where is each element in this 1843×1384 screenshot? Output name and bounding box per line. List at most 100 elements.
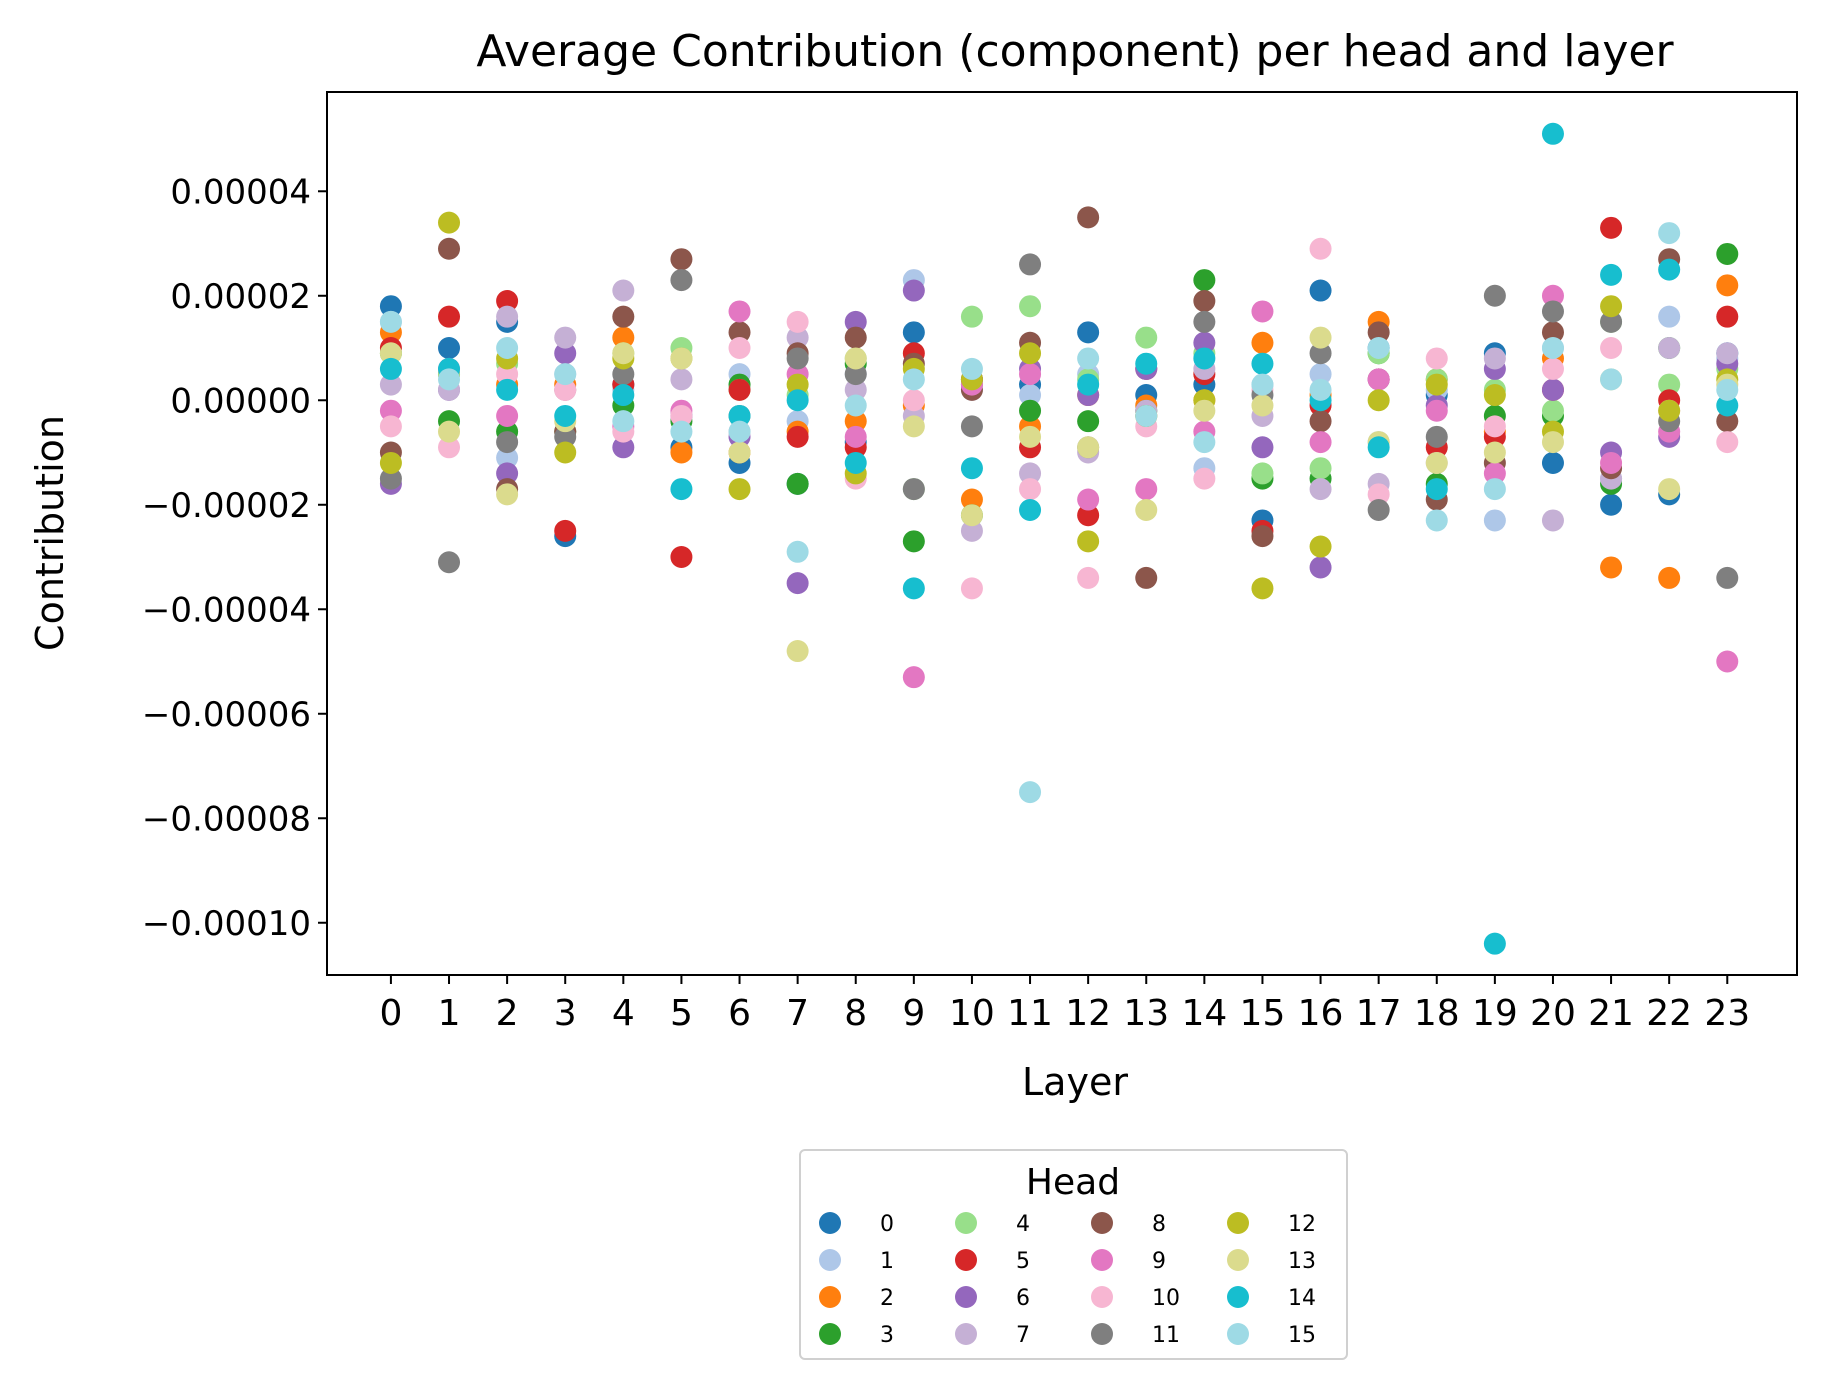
data-point-head-10-layer-21 xyxy=(1600,337,1623,360)
legend-marker xyxy=(955,1212,977,1234)
data-point-head-6-layer-2 xyxy=(496,462,519,485)
data-point-head-11-layer-23 xyxy=(1716,566,1739,589)
data-point-head-6-layer-20 xyxy=(1541,378,1564,401)
data-point-head-12-layer-18 xyxy=(1425,373,1448,396)
y-tick-label: −0.00002 xyxy=(142,486,311,526)
data-point-head-15-layer-10 xyxy=(960,357,983,380)
legend-item-head-3: 3 xyxy=(819,1323,894,1348)
data-point-head-13-layer-13 xyxy=(1135,498,1158,521)
data-point-head-15-layer-8 xyxy=(844,394,867,417)
data-point-head-11-layer-16 xyxy=(1309,342,1332,365)
data-point-head-12-layer-0 xyxy=(379,451,402,474)
data-point-head-5-layer-23 xyxy=(1716,305,1739,328)
data-point-head-3-layer-9 xyxy=(902,530,925,553)
data-point-head-11-layer-0 xyxy=(379,467,402,490)
data-point-head-13-layer-9 xyxy=(902,415,925,438)
data-point-head-7-layer-20 xyxy=(1541,509,1564,532)
data-point-head-2-layer-4 xyxy=(612,326,635,349)
data-point-head-8-layer-23 xyxy=(1716,410,1739,433)
x-tick-label: 15 xyxy=(1240,993,1286,1034)
data-point-head-10-layer-18 xyxy=(1425,347,1448,370)
data-point-head-5-layer-6 xyxy=(728,378,751,401)
data-point-head-15-layer-17 xyxy=(1367,337,1390,360)
data-point-head-13-layer-11 xyxy=(1019,425,1042,448)
legend-marker xyxy=(955,1286,977,1308)
x-tick-label: 6 xyxy=(728,993,751,1034)
legend-item-head-0: 0 xyxy=(819,1212,894,1237)
data-point-head-9-layer-9 xyxy=(902,666,925,689)
data-point-head-0-layer-0 xyxy=(379,295,402,318)
data-point-head-14-layer-20 xyxy=(1541,122,1564,145)
data-point-head-11-layer-21 xyxy=(1600,310,1623,333)
data-point-head-0-layer-12 xyxy=(1077,321,1100,344)
x-tick-label: 5 xyxy=(670,993,693,1034)
legend-item-head-10: 10 xyxy=(1091,1286,1180,1311)
data-point-head-4-layer-20 xyxy=(1541,399,1564,422)
data-point-head-15-layer-7 xyxy=(786,540,809,563)
x-tick-label: 0 xyxy=(379,993,402,1034)
data-point-head-9-layer-21 xyxy=(1600,451,1623,474)
data-point-head-12-layer-17 xyxy=(1367,389,1390,412)
data-point-head-0-layer-21 xyxy=(1600,493,1623,516)
legend-marker xyxy=(1227,1249,1249,1271)
legend-frame xyxy=(799,1149,1348,1360)
legend-item-head-6: 6 xyxy=(955,1286,1030,1311)
data-point-head-8-layer-12 xyxy=(1077,206,1100,229)
y-axis-label: Contribution xyxy=(28,415,72,651)
data-point-head-10-layer-14 xyxy=(1193,467,1216,490)
data-point-head-8-layer-8 xyxy=(844,326,867,349)
legend-label: 13 xyxy=(1288,1249,1316,1274)
chart-title: Average Contribution (component) per hea… xyxy=(476,26,1674,77)
data-point-head-3-layer-23 xyxy=(1716,242,1739,265)
data-point-head-13-layer-18 xyxy=(1425,451,1448,474)
data-point-head-6-layer-14 xyxy=(1193,331,1216,354)
legend-marker xyxy=(955,1323,977,1345)
data-point-head-11-layer-1 xyxy=(438,551,461,574)
x-tick-label: 8 xyxy=(844,993,867,1034)
legend-label: 5 xyxy=(1016,1249,1030,1274)
legend-label: 8 xyxy=(1152,1212,1166,1237)
data-point-head-12-layer-15 xyxy=(1251,577,1274,600)
data-point-head-10-layer-20 xyxy=(1541,357,1564,380)
legend-label: 3 xyxy=(880,1323,894,1348)
data-point-head-14-layer-11 xyxy=(1019,498,1042,521)
legend-label: 10 xyxy=(1152,1286,1180,1311)
data-point-head-9-layer-16 xyxy=(1309,431,1332,454)
data-point-head-15-layer-22 xyxy=(1658,222,1681,245)
legend-marker xyxy=(1091,1286,1113,1308)
legend-item-head-5: 5 xyxy=(955,1249,1030,1274)
data-point-head-6-layer-7 xyxy=(786,572,809,595)
data-point-head-15-layer-19 xyxy=(1483,478,1506,501)
data-point-head-9-layer-15 xyxy=(1251,300,1274,323)
data-point-head-2-layer-8 xyxy=(844,410,867,433)
legend-marker xyxy=(819,1286,841,1308)
data-point-head-15-layer-4 xyxy=(612,410,635,433)
data-point-head-14-layer-14 xyxy=(1193,347,1216,370)
data-point-head-10-layer-17 xyxy=(1367,483,1390,506)
data-point-head-3-layer-14 xyxy=(1193,269,1216,292)
data-point-head-4-layer-10 xyxy=(960,305,983,328)
data-point-head-5-layer-2 xyxy=(496,289,519,312)
data-point-head-5-layer-5 xyxy=(670,546,693,569)
data-point-head-10-layer-7 xyxy=(786,310,809,333)
data-point-head-14-layer-2 xyxy=(496,378,519,401)
legend-title: Head xyxy=(1026,1162,1120,1203)
x-tick-label: 18 xyxy=(1414,993,1460,1034)
data-point-head-9-layer-8 xyxy=(844,425,867,448)
y-tick-label: −0.00008 xyxy=(142,799,311,839)
data-point-head-15-layer-12 xyxy=(1077,347,1100,370)
legend-marker xyxy=(1227,1286,1249,1308)
data-point-head-15-layer-1 xyxy=(438,368,461,391)
x-tick-label: 3 xyxy=(554,993,577,1034)
data-point-head-13-layer-8 xyxy=(844,347,867,370)
data-point-head-0-layer-1 xyxy=(438,337,461,360)
data-point-head-7-layer-4 xyxy=(612,279,635,302)
data-point-head-11-layer-18 xyxy=(1425,425,1448,448)
data-point-head-14-layer-10 xyxy=(960,457,983,480)
data-point-head-11-layer-5 xyxy=(670,269,693,292)
data-point-head-14-layer-21 xyxy=(1600,263,1623,286)
data-point-head-13-layer-0 xyxy=(379,342,402,365)
legend-label: 2 xyxy=(880,1286,894,1311)
data-point-head-15-layer-9 xyxy=(902,368,925,391)
